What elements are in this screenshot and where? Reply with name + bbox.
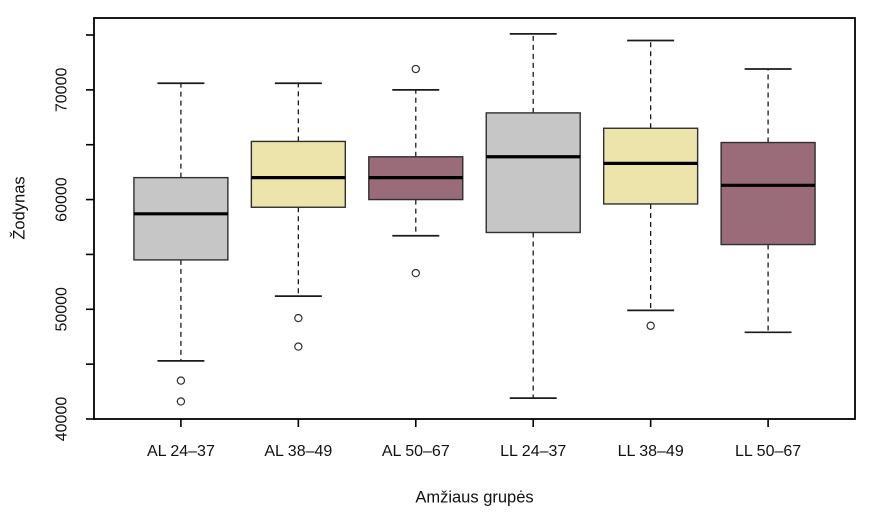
x-tick-label: AL 38–49 bbox=[264, 443, 332, 460]
box-1-iqr bbox=[133, 176, 229, 261]
x-tick-label: AL 24–37 bbox=[147, 443, 215, 460]
box-2-outlier bbox=[294, 313, 303, 323]
y-tick-label: 60000 bbox=[54, 177, 71, 222]
box-1-outlier bbox=[176, 376, 186, 385]
box-5-outlier bbox=[646, 321, 655, 330]
y-tick-label: 50000 bbox=[54, 287, 71, 332]
y-tick-label: 40000 bbox=[54, 397, 71, 442]
y-axis-title: Žodynas bbox=[10, 176, 29, 240]
plot-frame bbox=[93, 17, 856, 420]
box-2-iqr bbox=[250, 140, 347, 208]
x-tick-label: LL 24–37 bbox=[500, 443, 566, 460]
y-tick-label: 70000 bbox=[54, 68, 71, 113]
x-axis-title: Amžiaus grupės bbox=[415, 488, 534, 507]
box-1-outlier bbox=[176, 397, 186, 406]
box-3-outlier bbox=[411, 268, 420, 278]
box-5-iqr bbox=[602, 127, 699, 205]
box-2-outlier bbox=[294, 342, 303, 351]
box-4-iqr bbox=[485, 112, 581, 234]
x-tick-label: LL 38–49 bbox=[618, 443, 684, 460]
box-6-iqr bbox=[720, 141, 816, 246]
box-3-outlier bbox=[411, 64, 420, 74]
x-tick-label: AL 50–67 bbox=[382, 443, 450, 460]
x-tick-label: LL 50–67 bbox=[735, 443, 801, 460]
